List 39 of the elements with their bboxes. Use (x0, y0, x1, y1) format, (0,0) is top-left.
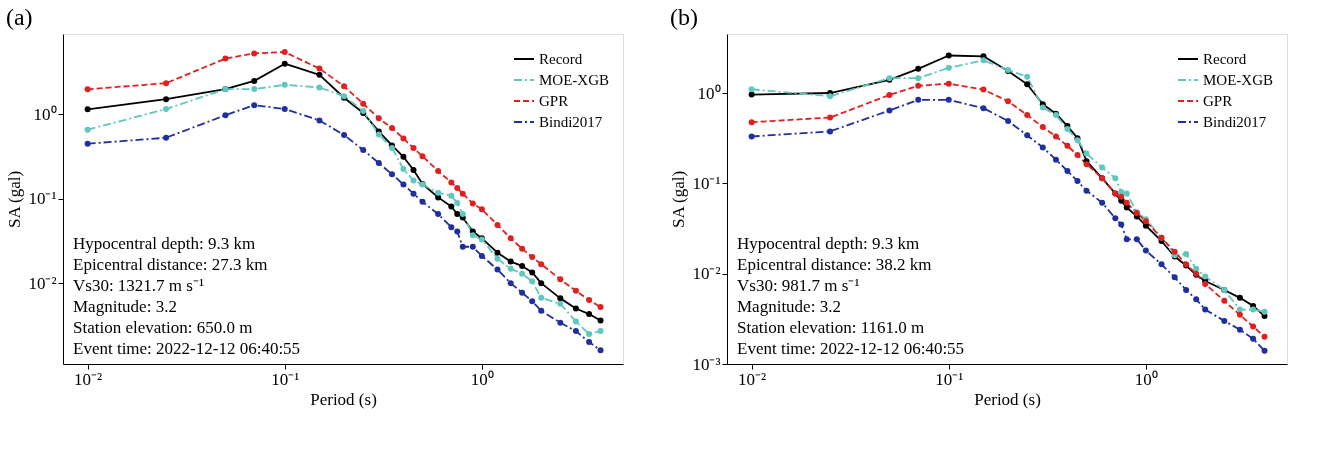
annotation: Hypocentral depth: 9.3 km (73, 234, 256, 253)
y-tick-label: 10⁰ (33, 104, 57, 124)
annotation: Vs30: 981.7 m s⁻¹ (737, 276, 860, 295)
y-tick-label: 10⁻³ (692, 354, 721, 374)
y-axis-title: SA (gal) (5, 170, 25, 229)
annotation: Epicentral distance: 38.2 km (737, 255, 932, 274)
annotation: Hypocentral depth: 9.3 km (737, 234, 920, 253)
x-tick-label: 10⁻¹ (935, 369, 964, 389)
annotation: Station elevation: 1161.0 m (737, 318, 925, 337)
annotation: Epicentral distance: 27.3 km (73, 255, 268, 274)
annotation: Magnitude: 3.2 (737, 297, 841, 316)
legend-label: GPR (1203, 93, 1233, 109)
y-tick-label: 10⁻¹ (28, 189, 57, 209)
x-axis-title: Period (s) (974, 389, 1041, 409)
y-tick-label: 10⁻² (28, 273, 57, 293)
x-tick-label: 10⁰ (470, 369, 494, 389)
legend-label: Record (1203, 51, 1247, 67)
legend-label: Record (539, 51, 583, 67)
y-tick-label: 10⁰ (697, 83, 721, 103)
legend-label: MOE-XGB (1203, 72, 1273, 88)
x-tick-label: 10⁰ (1134, 369, 1158, 389)
legend-label: MOE-XGB (539, 72, 609, 88)
annotation: Magnitude: 3.2 (73, 297, 177, 316)
legend-label: Bindi2017 (1203, 114, 1267, 130)
chart-title: (b) (669, 4, 698, 30)
x-axis-title: Period (s) (310, 389, 377, 409)
y-tick-label: 10⁻¹ (692, 173, 721, 193)
annotation: Station elevation: 650.0 m (73, 318, 253, 337)
annotation: Vs30: 1321.7 m s⁻¹ (73, 276, 205, 295)
x-tick-label: 10⁻² (738, 369, 767, 389)
legend-label: GPR (539, 93, 569, 109)
annotation: Event time: 2022-12-12 06:40:55 (73, 339, 301, 358)
x-tick-label: 10⁻² (74, 369, 103, 389)
annotation: Event time: 2022-12-12 06:40:55 (737, 339, 965, 358)
y-tick-label: 10⁻² (692, 264, 721, 284)
chart-title: (a) (5, 4, 33, 30)
legend-label: Bindi2017 (539, 114, 603, 130)
y-axis-title: SA (gal) (669, 170, 689, 229)
x-tick-label: 10⁻¹ (271, 369, 300, 389)
